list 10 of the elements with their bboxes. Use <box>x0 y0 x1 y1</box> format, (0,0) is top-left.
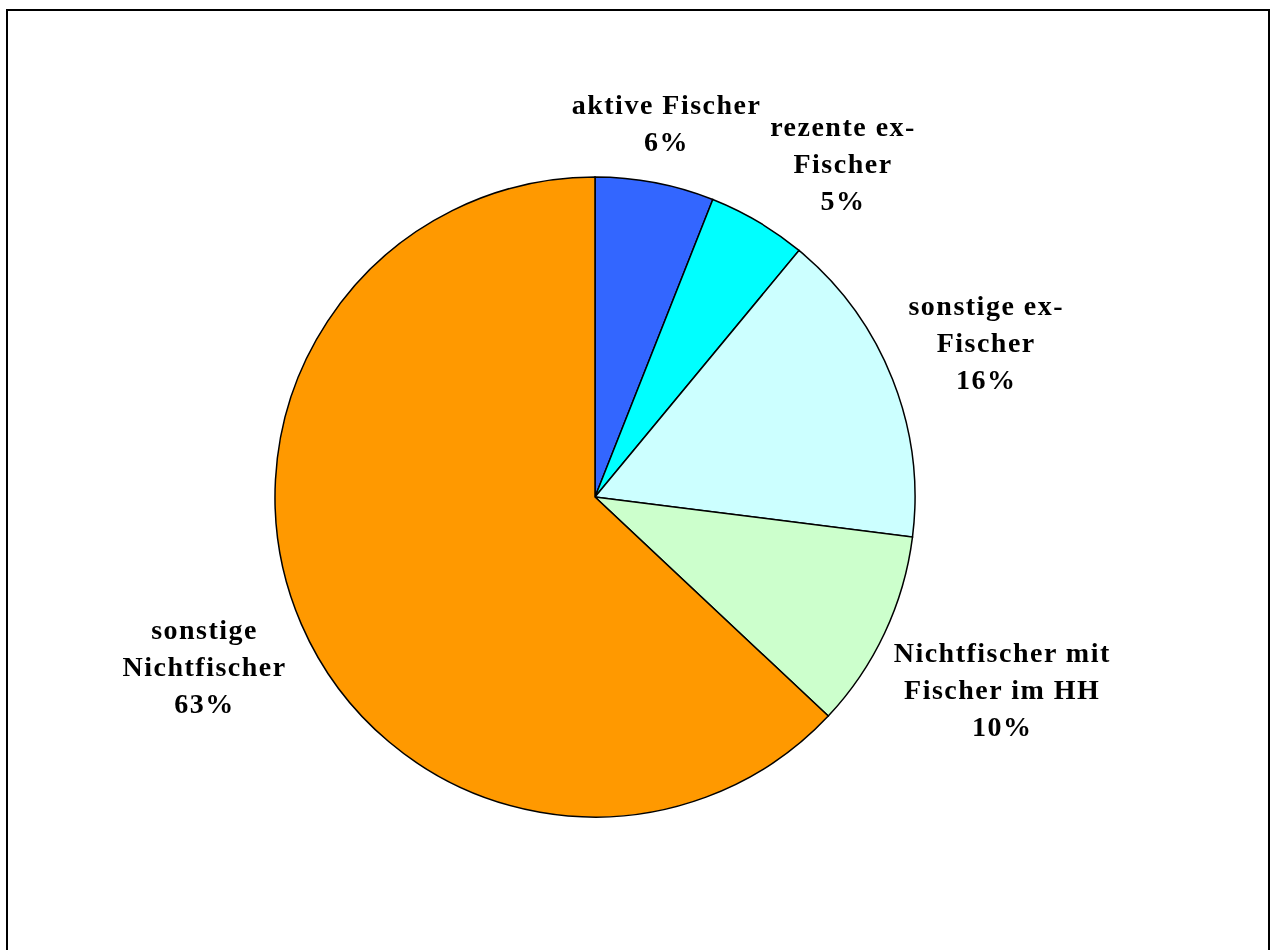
slice-label: aktive Fischer <box>571 88 762 120</box>
data-label: 10% <box>971 710 1033 742</box>
slice-label: rezente ex-Fischer <box>770 111 916 180</box>
slice-label: sonstige Nichtfischer <box>122 614 287 683</box>
data-label: 63% <box>174 688 235 720</box>
data-label: 16% <box>955 364 1017 396</box>
slice-label: Nichtfischer mit Fischer im HH <box>893 636 1111 705</box>
data-label: 6% <box>644 125 690 157</box>
slice-label: sonstige ex-Fischer <box>908 290 1065 359</box>
data-label: 5% <box>820 185 866 217</box>
